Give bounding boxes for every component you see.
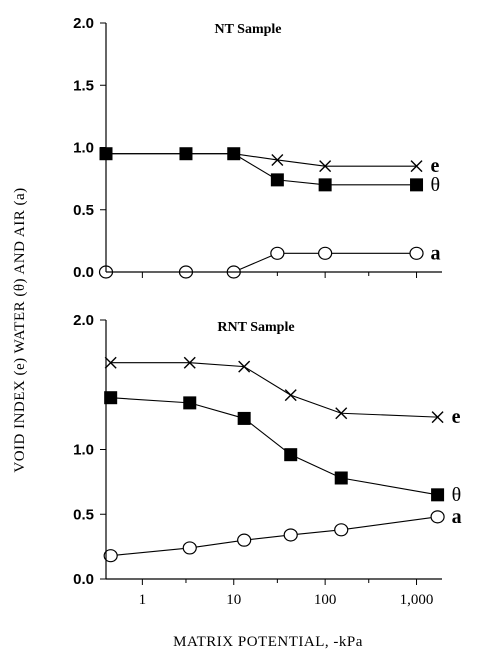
x-tick-label: 1,000 [400,592,434,608]
panel-nt-series: eθ a [98,147,441,279]
panel-title-nt: NT Sample [214,22,281,37]
y-tick-label: 1.5 [73,77,94,94]
data-point-x-marker [238,360,251,373]
data-point-circle-marker [182,541,197,555]
series-a: a [103,506,462,563]
data-point-circle-marker [430,510,445,524]
data-point-circle-marker [409,246,424,260]
data-point-square-marker [237,411,251,425]
series-e: e [104,356,461,428]
y-tick-label: 2.0 [73,312,94,329]
series-line [106,153,417,167]
data-point-square-marker [410,178,424,192]
data-point-square-marker [284,448,298,462]
series-label: e [431,155,440,177]
data-point-circle-marker [334,523,349,537]
series-line [110,397,438,496]
y-tick-label: 0.0 [73,571,94,588]
data-point-square-marker [431,488,445,502]
data-point-square-marker [334,471,348,485]
x-tick-label: 1 [139,592,147,608]
panel-title-rnt: RNT Sample [217,320,294,335]
data-point-square-marker [318,178,332,192]
data-point-circle-marker [237,533,252,547]
series-line [106,153,417,186]
data-point-circle-marker [318,246,333,260]
panel-nt: NT Sample 2.0 1.5 1.0 0.5 0.0 eθ a [73,15,442,281]
series-theta: θ [104,391,461,506]
y-tick-label: 1.0 [73,140,94,157]
data-point-x-marker [335,407,348,420]
data-point-x-marker [284,389,297,402]
y-tick-label: 0.5 [73,202,94,219]
series-label: a [431,242,441,264]
data-point-square-marker [179,147,193,161]
x-tick-label: 100 [314,592,337,608]
data-point-circle-marker [103,549,118,563]
panel-nt-ticks: 2.0 1.5 1.0 0.5 0.0 [73,15,418,281]
series-line [110,516,438,557]
series-label: θ [431,174,441,196]
series-e: e [100,147,440,177]
y-tick-label: 0.0 [73,264,94,281]
data-point-square-marker [227,147,241,161]
data-point-x-marker [104,356,117,369]
data-point-x-marker [271,153,284,166]
series-theta: θ [99,147,441,196]
x-tick-label: 10 [226,592,241,608]
y-tick-label: 1.0 [73,442,94,459]
data-point-square-marker [270,173,284,187]
data-point-x-marker [183,356,196,369]
data-point-square-marker [183,396,197,410]
panel-rnt: RNT Sample 2.0 1.0 0.5 0.0 1 10 100 1,000 e θa [73,312,461,608]
data-point-circle-marker [283,528,298,542]
y-tick-label: 2.0 [73,15,94,32]
data-point-x-marker [431,411,444,424]
y-axis-label: VOID INDEX (e) WATER (θ) AND AIR (a) [12,187,28,472]
series-label: a [452,506,462,528]
data-point-x-marker [319,160,332,173]
panel-rnt-ticks: 2.0 1.0 0.5 0.0 1 10 100 1,000 [73,312,433,608]
series-label: θ [452,484,462,506]
series-line [110,362,438,418]
data-point-square-marker [104,391,118,405]
data-point-circle-marker [270,246,285,260]
series-a: a [98,242,441,279]
series-line [106,252,417,273]
series-label: e [452,406,461,428]
data-point-x-marker [410,160,423,173]
x-axis-label: MATRIX POTENTIAL, -kPa [173,634,363,650]
panel-rnt-series: e θa [103,356,462,563]
y-tick-label: 0.5 [73,506,94,523]
